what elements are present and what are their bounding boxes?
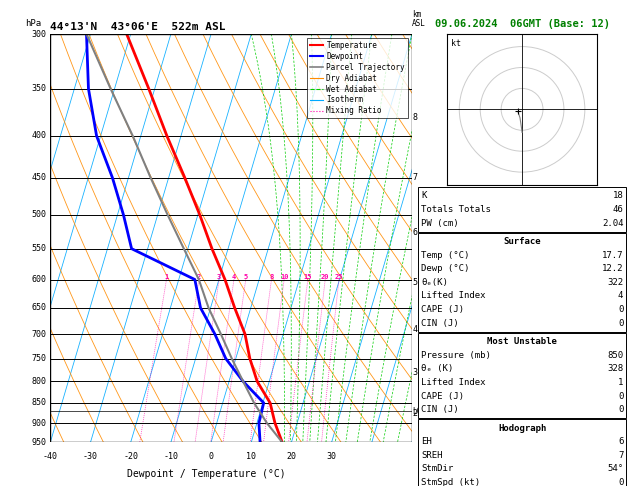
Text: 20: 20 <box>321 274 330 279</box>
Text: 300: 300 <box>31 30 47 38</box>
Text: 950: 950 <box>31 438 47 447</box>
Text: 5: 5 <box>413 278 418 287</box>
Text: Totals Totals: Totals Totals <box>421 205 491 214</box>
Text: Lifted Index: Lifted Index <box>421 292 486 300</box>
Text: 322: 322 <box>607 278 623 287</box>
Text: 2: 2 <box>197 274 201 279</box>
Text: -40: -40 <box>43 452 58 462</box>
Text: 0: 0 <box>209 452 214 462</box>
Text: 850: 850 <box>31 399 47 407</box>
Text: 0: 0 <box>618 319 623 328</box>
Text: 2: 2 <box>413 409 418 418</box>
Text: Lifted Index: Lifted Index <box>421 378 486 387</box>
Text: 2.04: 2.04 <box>602 219 623 227</box>
Text: 46: 46 <box>613 205 623 214</box>
Text: 12.2: 12.2 <box>602 264 623 273</box>
Text: SREH: SREH <box>421 451 443 460</box>
Text: 0: 0 <box>618 305 623 314</box>
Text: kt: kt <box>451 38 461 48</box>
Text: 6: 6 <box>618 437 623 446</box>
Text: LCL: LCL <box>413 407 426 416</box>
Text: 1: 1 <box>164 274 169 279</box>
Text: 10: 10 <box>280 274 288 279</box>
Text: 30: 30 <box>326 452 337 462</box>
Text: Pressure (mb): Pressure (mb) <box>421 351 491 360</box>
Text: 600: 600 <box>31 275 47 284</box>
Text: CIN (J): CIN (J) <box>421 319 459 328</box>
Text: 54°: 54° <box>607 465 623 473</box>
Text: StmSpd (kt): StmSpd (kt) <box>421 478 481 486</box>
Text: km
ASL: km ASL <box>413 10 426 28</box>
Text: 0: 0 <box>618 392 623 400</box>
Text: Surface: Surface <box>503 237 541 246</box>
Text: hPa: hPa <box>25 19 41 28</box>
Text: 4: 4 <box>618 292 623 300</box>
Text: 800: 800 <box>31 377 47 386</box>
Text: Most Unstable: Most Unstable <box>487 337 557 346</box>
Text: 3: 3 <box>413 368 418 378</box>
Text: 44°13'N  43°06'E  522m ASL: 44°13'N 43°06'E 522m ASL <box>50 22 226 32</box>
Text: EH: EH <box>421 437 432 446</box>
Text: 550: 550 <box>31 244 47 253</box>
Text: -30: -30 <box>83 452 98 462</box>
Text: 750: 750 <box>31 354 47 363</box>
Text: 8: 8 <box>413 113 418 122</box>
Text: Mixing Ratio (g/kg): Mixing Ratio (g/kg) <box>427 194 437 282</box>
Text: 7: 7 <box>413 173 418 182</box>
Text: CAPE (J): CAPE (J) <box>421 392 464 400</box>
Text: CIN (J): CIN (J) <box>421 405 459 414</box>
Text: 900: 900 <box>31 418 47 428</box>
Text: 700: 700 <box>31 330 47 339</box>
Text: 20: 20 <box>286 452 296 462</box>
Text: 15: 15 <box>304 274 312 279</box>
Text: -10: -10 <box>164 452 179 462</box>
Text: 450: 450 <box>31 173 47 182</box>
Text: 0: 0 <box>618 405 623 414</box>
Text: CAPE (J): CAPE (J) <box>421 305 464 314</box>
Text: Hodograph: Hodograph <box>498 424 546 433</box>
Text: 6: 6 <box>413 228 418 237</box>
Text: 400: 400 <box>31 131 47 140</box>
Text: θₑ (K): θₑ (K) <box>421 364 454 373</box>
Text: Temp (°C): Temp (°C) <box>421 251 470 260</box>
Text: 650: 650 <box>31 303 47 312</box>
Text: 25: 25 <box>335 274 343 279</box>
Text: 3: 3 <box>217 274 221 279</box>
Text: 850: 850 <box>607 351 623 360</box>
Text: 5: 5 <box>243 274 248 279</box>
Text: Dewpoint / Temperature (°C): Dewpoint / Temperature (°C) <box>126 469 285 479</box>
Text: 350: 350 <box>31 84 47 93</box>
Text: -20: -20 <box>123 452 138 462</box>
Text: Dewp (°C): Dewp (°C) <box>421 264 470 273</box>
Text: 1: 1 <box>618 378 623 387</box>
Text: 09.06.2024  06GMT (Base: 12): 09.06.2024 06GMT (Base: 12) <box>435 19 610 29</box>
Text: 17.7: 17.7 <box>602 251 623 260</box>
Text: K: K <box>421 191 427 200</box>
Text: 328: 328 <box>607 364 623 373</box>
Text: 0: 0 <box>618 478 623 486</box>
Text: 10: 10 <box>246 452 256 462</box>
Text: θₑ(K): θₑ(K) <box>421 278 448 287</box>
Legend: Temperature, Dewpoint, Parcel Trajectory, Dry Adiabat, Wet Adiabat, Isotherm, Mi: Temperature, Dewpoint, Parcel Trajectory… <box>306 38 408 119</box>
Text: 4: 4 <box>413 325 418 333</box>
Text: 500: 500 <box>31 210 47 220</box>
Text: StmDir: StmDir <box>421 465 454 473</box>
Text: PW (cm): PW (cm) <box>421 219 459 227</box>
Text: 4: 4 <box>232 274 236 279</box>
Text: 7: 7 <box>618 451 623 460</box>
Text: 8: 8 <box>269 274 274 279</box>
Text: 18: 18 <box>613 191 623 200</box>
